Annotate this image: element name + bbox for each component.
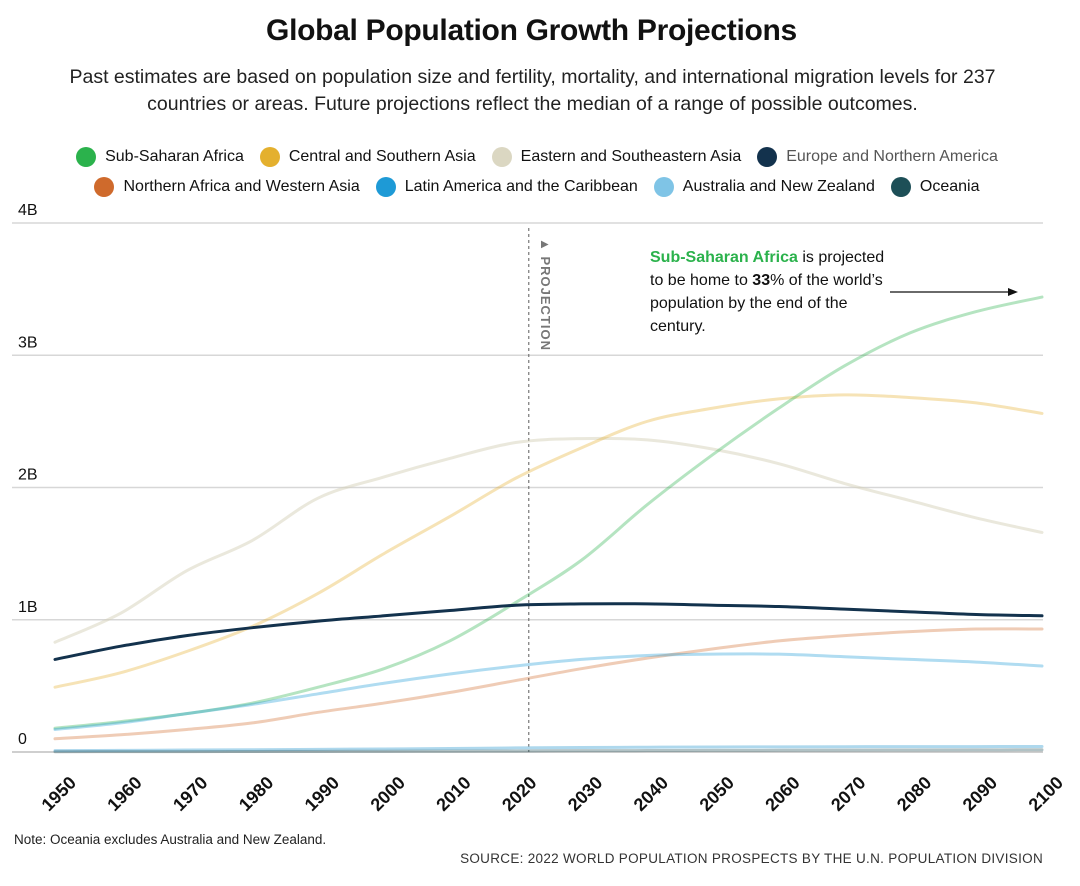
legend-swatch-eastern-and-southeastern-asia: [491, 147, 512, 167]
x-tick-label: 1970: [169, 773, 211, 815]
gridlines: [12, 222, 1043, 753]
y-tick-label: 1B: [18, 599, 38, 616]
y-axis: 0 1B 2B 3B 4B: [18, 202, 38, 748]
series-line-central-and-southern-asia: [53, 393, 1044, 689]
legend-swatch-sub-saharan-africa: [76, 147, 97, 167]
line-chart: 0 1B 2B 3B 4B 1950 1960 1970 1980 1990 2000 2010 20…: [12, 202, 1067, 815]
legend-item-sub-saharan-africa: Sub-Saharan Africa: [76, 146, 244, 168]
x-tick-label: 1950: [38, 773, 80, 815]
series-line-eastern-and-southeastern-asia: [53, 436, 1044, 644]
x-tick-label: 1990: [301, 773, 343, 815]
x-tick-label: 1960: [103, 773, 145, 815]
legend-swatch-australia-and-new-zealand: [653, 177, 674, 197]
legend-item-latin-america-and-the-caribbean: Latin America and the Caribbean: [375, 176, 638, 198]
annotation-arrow: [890, 288, 1018, 296]
series-lines: [53, 295, 1044, 754]
legend-swatch-latin-america-and-the-caribbean: [375, 177, 396, 197]
annotation-percent: 33: [752, 272, 771, 289]
legend-item-central-and-southern-asia: Central and Southern Asia: [259, 146, 476, 168]
x-tick-label: 2030: [564, 773, 606, 815]
legend-swatch-northern-africa-and-western-asia: [94, 177, 115, 197]
x-tick-label: 2080: [893, 773, 935, 815]
legend-label-australia-and-new-zealand: Australia and New Zealand: [682, 178, 875, 195]
y-tick-label: 2B: [18, 467, 38, 484]
series-line-australia-and-new-zealand: [53, 744, 1044, 753]
source-credit: SOURCE: 2022 WORLD POPULATION PROSPECTS …: [460, 851, 1043, 866]
legend-label-sub-saharan-africa: Sub-Saharan Africa: [105, 148, 244, 165]
annotation-text-2: % of the world’s population by the end o…: [650, 272, 883, 335]
series-line-latin-america-and-the-caribbean: [53, 652, 1044, 732]
chart-annotation: Sub-Saharan Africa is projected to be ho…: [650, 246, 890, 338]
x-tick-label: 1980: [235, 773, 277, 815]
series-line-oceania: [53, 748, 1044, 754]
x-tick-label: 2050: [696, 773, 738, 815]
legend-item-eastern-and-southeastern-asia: Eastern and Southeastern Asia: [491, 146, 742, 168]
legend-label-oceania: Oceania: [919, 178, 980, 195]
projection-label: ▲ PROJECTION: [538, 238, 553, 351]
annotation-highlight: Sub-Saharan Africa: [650, 249, 798, 266]
y-tick-label: 3B: [18, 334, 38, 351]
x-tick-label: 2020: [498, 773, 540, 815]
annotation-arrow-head: [1008, 288, 1018, 296]
y-tick-label: 4B: [18, 202, 38, 219]
legend-swatch-central-and-southern-asia: [259, 147, 280, 167]
projection-marker: ▲ PROJECTION: [528, 228, 553, 752]
series-line-europe-and-northern-america: [53, 602, 1044, 661]
x-tick-label: 2100: [1025, 773, 1067, 815]
x-tick-label: 2040: [630, 773, 672, 815]
footnote: Note: Oceania excludes Australia and New…: [14, 832, 327, 847]
x-axis: 1950 1960 1970 1980 1990 2000 2010 2020 2030 2040…: [38, 773, 1067, 815]
legend-item-northern-africa-and-western-asia: Northern Africa and Western Asia: [94, 176, 360, 198]
legend-item-australia-and-new-zealand: Australia and New Zealand: [653, 176, 875, 198]
legend-item-oceania: Oceania: [890, 176, 980, 198]
chart-legend: Sub-Saharan Africa Central and Southern A…: [12, 146, 1062, 198]
x-tick-label: 2000: [367, 773, 409, 815]
y-tick-label: 0: [18, 731, 27, 748]
chart-subtitle: Past estimates are based on population s…: [69, 66, 996, 115]
chart-title: Global Population Growth Projections: [266, 14, 797, 47]
legend-label-europe-and-northern-america: Europe and Northern America: [786, 148, 998, 165]
x-tick-label: 2010: [432, 773, 474, 815]
legend-label-latin-america-and-the-caribbean: Latin America and the Caribbean: [404, 178, 638, 195]
legend-item-europe-and-northern-america: Europe and Northern America: [757, 146, 998, 168]
annotation-text-1: is projected to be home to: [650, 249, 885, 289]
series-line-sub-saharan-africa: [53, 295, 1044, 730]
legend-swatch-oceania: [890, 177, 911, 197]
legend-swatch-europe-and-northern-america: [757, 147, 778, 167]
legend-label-eastern-and-southeastern-asia: Eastern and Southeastern Asia: [520, 148, 742, 165]
x-tick-label: 2090: [959, 773, 1001, 815]
x-tick-label: 2070: [827, 773, 869, 815]
legend-label-central-and-southern-asia: Central and Southern Asia: [288, 148, 476, 165]
x-tick-label: 2060: [761, 773, 803, 815]
legend-label-northern-africa-and-western-asia: Northern Africa and Western Asia: [123, 178, 360, 195]
series-line-northern-africa-and-western-asia: [53, 627, 1044, 741]
